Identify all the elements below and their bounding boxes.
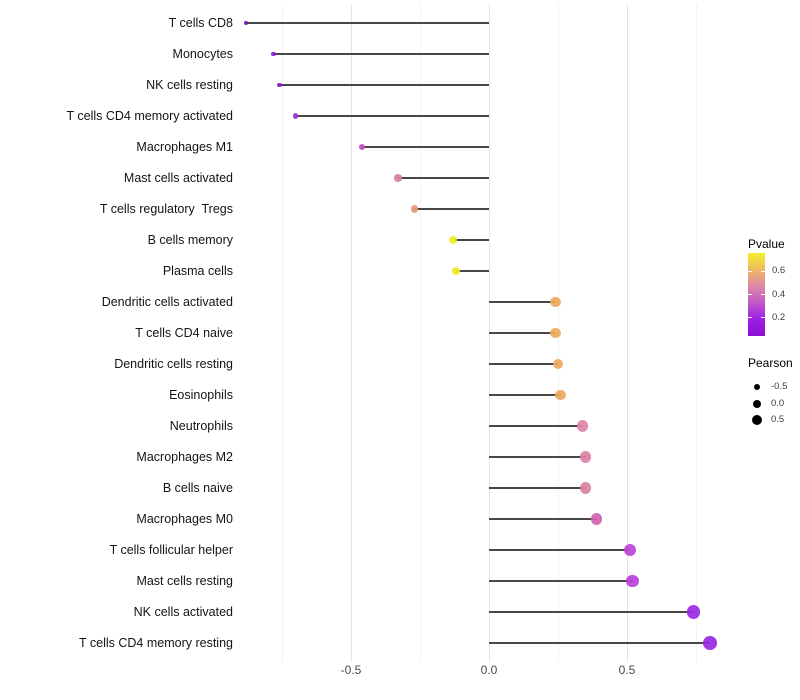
data-point <box>686 605 700 619</box>
data-point <box>626 574 639 588</box>
y-axis-label: Plasma cells <box>162 264 233 278</box>
data-point <box>276 82 282 88</box>
y-axis-label: T cells CD4 naive <box>135 326 233 340</box>
lollipop-stem <box>489 487 586 489</box>
lollipop-stem <box>453 239 489 241</box>
colorbar-tick-mark <box>761 270 765 272</box>
y-axis-label: T cells CD4 memory activated <box>66 109 234 123</box>
colorbar-tick-mark <box>761 316 765 319</box>
data-point <box>580 482 592 494</box>
y-axis-label: Dendritic cells activated <box>101 295 233 309</box>
lollipop-stem <box>489 332 556 334</box>
x-axis-tick-label: 0.0 <box>480 663 498 677</box>
lollipop-stem <box>362 146 489 148</box>
lollipop-stem <box>489 518 597 520</box>
y-axis-label: NK cells activated <box>133 605 233 619</box>
data-point <box>293 113 299 119</box>
data-point <box>577 420 589 432</box>
y-axis-label: Mast cells resting <box>136 574 233 588</box>
colorbar-tick-mark <box>748 270 752 272</box>
colorbar-tick-mark <box>748 293 752 296</box>
y-axis-label: Dendritic cells resting <box>114 357 233 371</box>
minor-gridline <box>281 4 283 662</box>
y-axis-label: Eosinophils <box>169 388 233 402</box>
lollipop-stem <box>397 177 489 179</box>
data-point <box>702 636 717 650</box>
lollipop-stem <box>489 301 556 303</box>
lollipop-stem <box>489 425 583 427</box>
y-axis-label: B cells naive <box>162 481 233 495</box>
pvalue-legend-title: Pvalue <box>748 237 785 251</box>
major-gridline <box>626 4 628 662</box>
pearson-legend-title: Pearson <box>748 356 793 370</box>
y-axis-label: T cells CD4 memory resting <box>79 636 233 650</box>
data-point <box>590 513 603 525</box>
x-axis-tick-label: -0.5 <box>340 663 362 677</box>
y-axis-label: NK cells resting <box>146 78 233 92</box>
y-axis-label: Neutrophils <box>169 419 233 433</box>
data-point <box>451 266 461 276</box>
data-point <box>549 327 561 339</box>
size-legend-dot <box>753 399 761 408</box>
data-point <box>448 235 458 245</box>
pvalue-colorbar <box>748 253 765 336</box>
lollipop-stem <box>273 53 489 55</box>
data-point <box>358 143 366 151</box>
lollipop-stem <box>295 115 489 117</box>
data-point <box>549 296 561 308</box>
colorbar-tick-label: 0.6 <box>772 265 786 277</box>
x-axis-tick-label: 0.5 <box>618 663 636 677</box>
lollipop-stem <box>489 549 630 551</box>
colorbar-tick-mark <box>748 316 752 319</box>
y-axis-label: T cells CD8 <box>168 16 233 30</box>
y-axis-label: Macrophages M0 <box>136 512 233 526</box>
data-point <box>552 358 564 370</box>
data-point <box>394 174 402 182</box>
lollipop-stem <box>279 84 489 86</box>
data-point <box>244 20 249 26</box>
lollipop-stem <box>489 642 710 644</box>
lollipop-stem <box>489 456 586 458</box>
y-axis-label: B cells memory <box>147 233 233 247</box>
y-axis-label: Macrophages M2 <box>136 450 233 464</box>
data-point <box>555 389 567 401</box>
size-legend-dot <box>751 414 763 426</box>
size-legend-label: -0.5 <box>771 381 788 392</box>
y-axis-label: T cells follicular helper <box>109 543 233 557</box>
colorbar-tick-label: 0.2 <box>772 311 786 323</box>
lollipop-stem <box>489 611 694 613</box>
y-axis-label: Mast cells activated <box>123 171 233 185</box>
lollipop-stem <box>489 363 558 365</box>
size-legend-label: 0.5 <box>771 414 785 425</box>
lollipop-stem <box>414 208 489 210</box>
colorbar-tick-mark <box>761 293 765 296</box>
size-legend-dot <box>754 384 760 390</box>
lollipop-stem <box>489 580 633 582</box>
data-point <box>410 205 419 213</box>
data-point <box>271 51 277 57</box>
y-axis-label: Monocytes <box>172 47 233 61</box>
data-point <box>623 543 636 557</box>
colorbar-tick-label: 0.4 <box>772 288 786 300</box>
lollipop-stem <box>489 394 561 396</box>
y-axis-label: Macrophages M1 <box>136 140 233 154</box>
y-axis-label: T cells regulatory Tregs <box>99 202 233 216</box>
lollipop-stem <box>246 22 489 24</box>
minor-gridline <box>419 4 421 662</box>
lollipop-stem <box>455 270 489 272</box>
data-point <box>580 451 592 463</box>
size-legend-label: 0.0 <box>771 397 785 409</box>
major-gridline <box>350 4 352 662</box>
minor-gridline <box>695 4 697 662</box>
